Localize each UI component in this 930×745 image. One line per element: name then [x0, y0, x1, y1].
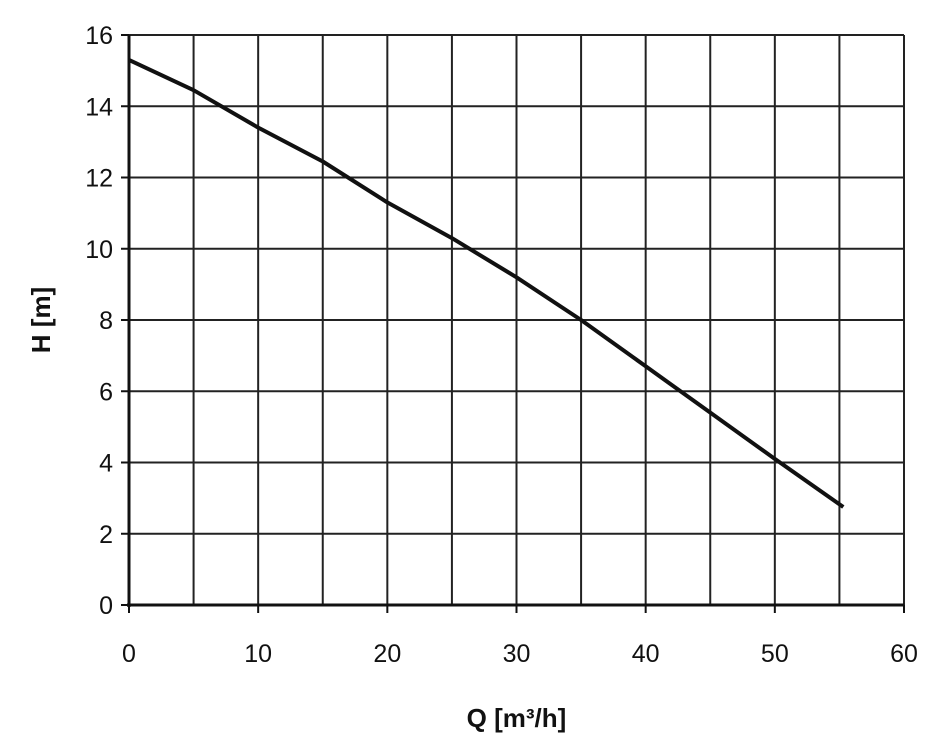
- x-axis-title: Q [m³/h]: [467, 703, 567, 733]
- y-tick-label: 12: [85, 165, 113, 193]
- series: [128, 58, 845, 509]
- y-axis-title: H [m]: [26, 287, 56, 353]
- x-tick-label: 30: [503, 640, 531, 668]
- y-tick-label: 4: [99, 450, 113, 478]
- x-tick-label: 0: [122, 640, 136, 668]
- x-tick-label: 50: [761, 640, 789, 668]
- x-tick-label: 40: [632, 640, 660, 668]
- series-line: [128, 58, 845, 509]
- x-tick-label: 60: [890, 640, 918, 668]
- axes: [121, 34, 905, 613]
- y-tick-label: 0: [99, 592, 113, 620]
- y-tick-label: 6: [99, 378, 113, 406]
- y-tick-label: 8: [99, 307, 113, 335]
- y-tick-label: 16: [85, 22, 113, 50]
- tick-labels: 0 2 4 6 8 10 12 14 16 0 10 20 30 40 50 60: [85, 22, 918, 668]
- y-tick-label: 14: [85, 93, 113, 121]
- x-tick-label: 20: [373, 640, 401, 668]
- y-tick-label: 2: [99, 521, 113, 549]
- y-tick-label: 10: [85, 236, 113, 264]
- x-tick-label: 10: [244, 640, 272, 668]
